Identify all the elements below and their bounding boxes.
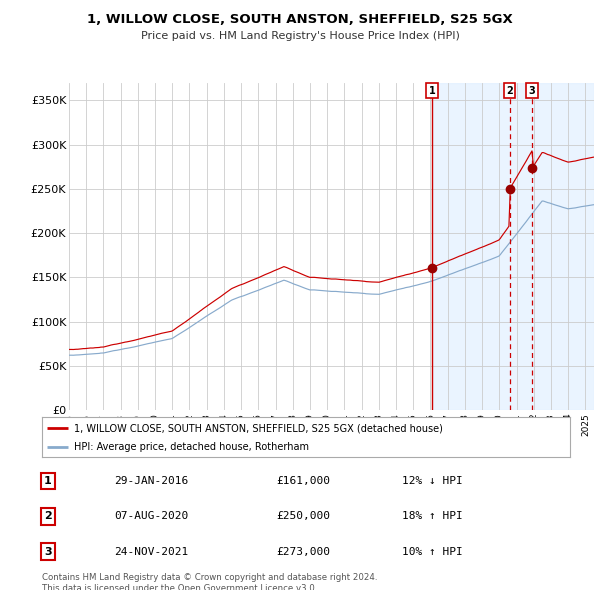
Text: 07-AUG-2020: 07-AUG-2020 [114, 512, 188, 521]
Text: 1, WILLOW CLOSE, SOUTH ANSTON, SHEFFIELD, S25 5GX: 1, WILLOW CLOSE, SOUTH ANSTON, SHEFFIELD… [87, 13, 513, 26]
Text: 2: 2 [44, 512, 52, 521]
Text: 1: 1 [428, 86, 435, 96]
Text: 10% ↑ HPI: 10% ↑ HPI [402, 547, 463, 556]
Text: Contains HM Land Registry data © Crown copyright and database right 2024.
This d: Contains HM Land Registry data © Crown c… [42, 573, 377, 590]
Text: 3: 3 [529, 86, 535, 96]
Bar [432, 83, 594, 410]
Text: £250,000: £250,000 [276, 512, 330, 521]
Text: 2: 2 [506, 86, 513, 96]
Text: 12% ↓ HPI: 12% ↓ HPI [402, 476, 463, 486]
Text: £273,000: £273,000 [276, 547, 330, 556]
Text: 29-JAN-2016: 29-JAN-2016 [114, 476, 188, 486]
Text: 18% ↑ HPI: 18% ↑ HPI [402, 512, 463, 521]
Text: HPI: Average price, detached house, Rotherham: HPI: Average price, detached house, Roth… [74, 442, 308, 452]
Text: £161,000: £161,000 [276, 476, 330, 486]
Text: 3: 3 [44, 547, 52, 556]
Text: 24-NOV-2021: 24-NOV-2021 [114, 547, 188, 556]
Text: 1: 1 [44, 476, 52, 486]
Text: Price paid vs. HM Land Registry's House Price Index (HPI): Price paid vs. HM Land Registry's House … [140, 31, 460, 41]
Text: 1, WILLOW CLOSE, SOUTH ANSTON, SHEFFIELD, S25 5GX (detached house): 1, WILLOW CLOSE, SOUTH ANSTON, SHEFFIELD… [74, 424, 443, 434]
